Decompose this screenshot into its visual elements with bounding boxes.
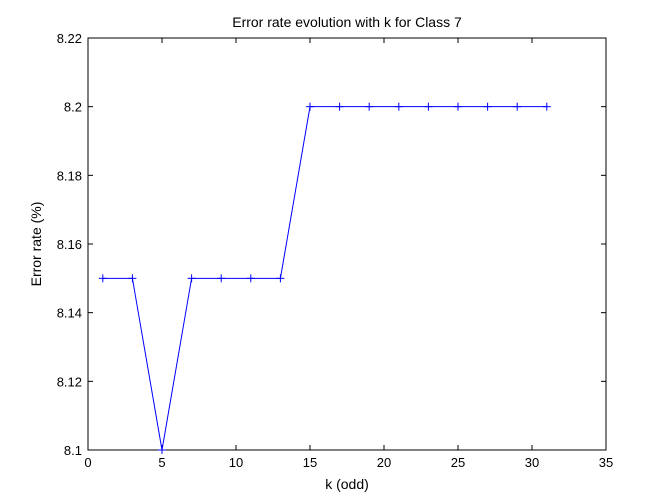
data-point — [98, 274, 107, 283]
data-point — [394, 102, 403, 111]
y-tick-label: 8.22 — [57, 31, 82, 46]
y-axis-label: Error rate (%) — [28, 202, 44, 287]
data-point — [424, 102, 433, 111]
y-tick-label: 8.1 — [64, 443, 82, 458]
data-point — [187, 274, 196, 283]
data-point — [513, 102, 522, 111]
x-axis: 0 5 10 15 20 25 30 35 — [84, 38, 613, 470]
plot-area — [87, 37, 607, 451]
data-point — [335, 102, 344, 111]
x-tick-label: 5 — [158, 455, 165, 470]
y-tick-label: 8.18 — [57, 168, 82, 183]
chart-title: Error rate evolution with k for Class 7 — [232, 14, 462, 30]
y-tick-label: 8.2 — [64, 100, 82, 115]
data-point — [158, 446, 166, 454]
y-axis: 8.1 8.12 8.14 8.16 8.18 8.2 8.22 — [57, 31, 606, 458]
x-axis-label: k (odd) — [325, 476, 369, 492]
x-tick-label: 35 — [599, 455, 613, 470]
x-tick-label: 20 — [377, 455, 391, 470]
data-point — [454, 102, 462, 111]
y-tick-label: 8.14 — [57, 306, 82, 321]
x-tick-label: 0 — [84, 455, 91, 470]
data-point — [365, 102, 374, 111]
y-tick-label: 8.12 — [57, 374, 82, 389]
data-point — [483, 102, 492, 111]
x-tick-label: 25 — [451, 455, 465, 470]
data-point — [246, 274, 255, 283]
data-point — [306, 102, 314, 111]
series-line — [102, 106, 547, 451]
x-tick-label: 15 — [303, 455, 317, 470]
series-layer — [98, 102, 551, 454]
x-tick-label: 10 — [229, 455, 243, 470]
data-point — [217, 274, 226, 283]
data-point — [542, 102, 551, 111]
data-point — [128, 274, 137, 283]
data-point — [276, 274, 285, 283]
x-tick-label: 30 — [525, 455, 539, 470]
y-tick-label: 8.16 — [57, 237, 82, 252]
